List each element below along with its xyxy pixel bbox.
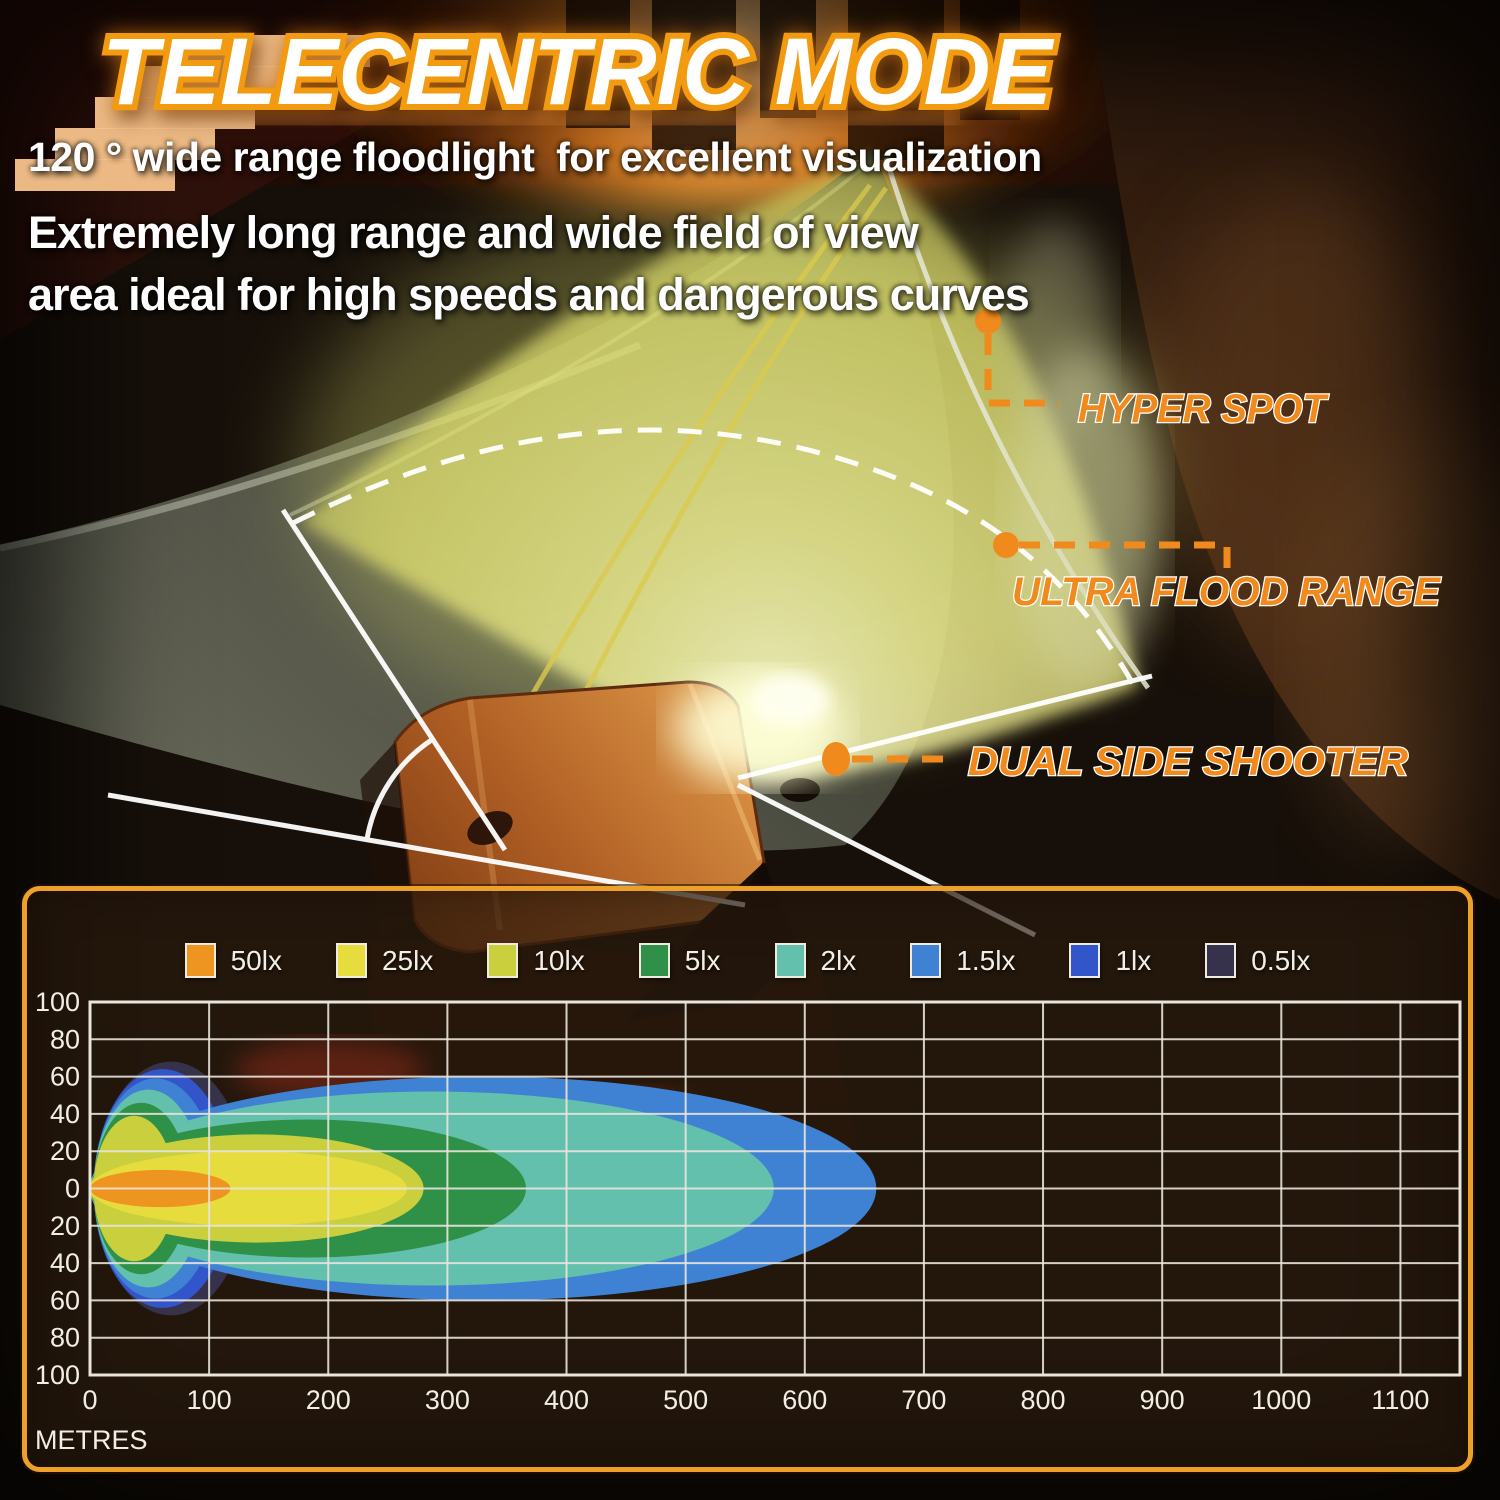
x-tick-label: 1100 [1371, 1385, 1429, 1415]
step [135, 66, 295, 98]
chart-legend: 50lx 25lx 10lx 5lx 2lx 1.5lx 1lx 0.5lx [27, 943, 1468, 978]
legend-label: 1.5lx [956, 944, 1016, 976]
x-tick-label: 300 [425, 1385, 470, 1415]
lens-flare-streak [240, 112, 960, 124]
beam-angle-arc [364, 736, 435, 840]
x-tick-label: 400 [544, 1385, 589, 1415]
x-tick-label: 600 [782, 1385, 827, 1415]
legend-item-25lx: 25lx [335, 943, 434, 978]
y-tick-label: 20 [50, 1136, 80, 1166]
dual-side-shooter-dot [822, 742, 850, 776]
legend-item-5lx: 5lx [638, 943, 721, 978]
beam-cone-edge-right [737, 673, 1153, 781]
beam-cone-edge-upper-left [280, 508, 508, 852]
beam-soft-glow [300, 200, 1160, 740]
y-tick-label: 40 [50, 1248, 80, 1278]
x-tick-label: 700 [901, 1385, 946, 1415]
x-tick-label: 500 [663, 1385, 708, 1415]
legend-item-50lx: 50lx [184, 943, 282, 978]
y-tick-label: 40 [50, 1099, 80, 1129]
legend-label: 5lx [684, 944, 721, 976]
y-tick-label: 0 [65, 1174, 80, 1204]
legend-label: 25lx [381, 944, 434, 976]
legend-label: 10lx [533, 944, 585, 976]
beam-range-arc-dashed [291, 427, 1136, 686]
x-tick-label: 0 [82, 1385, 97, 1415]
burning-structure-silhouette [566, 0, 1020, 160]
legend-label: 1lx [1115, 944, 1152, 976]
legend-label: 2lx [820, 944, 857, 976]
lit-rocks [1000, 220, 1110, 440]
legend-swatch [774, 943, 806, 978]
legend-swatch [910, 943, 942, 978]
legend-item-0.5lx: 0.5lx [1205, 943, 1310, 978]
headline-layer: TELECENTRIC MODE [96, 13, 1061, 131]
hyper-spot-dot [975, 308, 1001, 334]
x-tick-label: 1000 [1251, 1385, 1311, 1415]
x-tick-label: 100 [187, 1385, 232, 1415]
y-tick-label: 60 [50, 1285, 80, 1315]
x-tick-label: 200 [306, 1385, 351, 1415]
y-tick-label: 80 [50, 1024, 80, 1054]
beam-pattern-chart-panel: 50lx 25lx 10lx 5lx 2lx 1.5lx 1lx 0.5lx 100 80 60 4… [22, 886, 1473, 1472]
legend-swatch [1205, 943, 1237, 978]
legend-item-10lx: 10lx [487, 943, 585, 978]
headlight-hotspot [750, 674, 830, 726]
y-tick-label: 60 [50, 1062, 80, 1092]
legend-label: 0.5lx [1251, 944, 1311, 976]
ultra-flood-range-dot [993, 532, 1019, 558]
legend-swatch [487, 943, 519, 978]
description-line-2: area ideal for high speeds and dangerous… [28, 269, 1030, 320]
legend-swatch [1069, 943, 1101, 978]
grid-border [88, 1000, 1462, 1377]
subtitle: 120 ° wide range floodlight for excellen… [28, 134, 1042, 180]
legend-label: 50lx [230, 944, 282, 976]
step [175, 35, 370, 67]
x-axis-unit-label: METRES [35, 1425, 148, 1455]
ultra-flood-range-label: ULTRA FLOOD RANGE [1012, 570, 1441, 614]
legend-swatch [184, 943, 216, 978]
description-line-1: Extremely long range and wide field of v… [28, 207, 919, 258]
legend-item-1.5lx: 1.5lx [910, 943, 1015, 978]
ultra-flood-range-connector [1019, 541, 1231, 572]
hyper-spot-connector [984, 334, 1060, 407]
stepped-flash-graphic [15, 35, 375, 195]
step [95, 97, 255, 129]
y-tick-label: 100 [35, 987, 80, 1017]
side-mirror [780, 778, 820, 802]
legend-item-2lx: 2lx [774, 943, 857, 978]
legend-swatch [335, 943, 367, 978]
y-tick-label: 100 [35, 1360, 80, 1390]
y-tick-label: 20 [50, 1211, 80, 1241]
step [55, 128, 215, 160]
legend-item-1lx: 1lx [1069, 943, 1151, 978]
hyper-spot-label: HYPER SPOT [1078, 387, 1329, 431]
step [15, 159, 175, 191]
dual-side-shooter-label: DUAL SIDE SHOOTER [968, 740, 1408, 784]
legend-swatch [638, 943, 670, 978]
page-title: TELECENTRIC MODE [102, 19, 1055, 125]
x-tick-label: 900 [1140, 1385, 1185, 1415]
x-tick-label: 800 [1021, 1385, 1066, 1415]
rock-highlight [1300, 430, 1500, 850]
y-tick-label: 80 [50, 1323, 80, 1353]
